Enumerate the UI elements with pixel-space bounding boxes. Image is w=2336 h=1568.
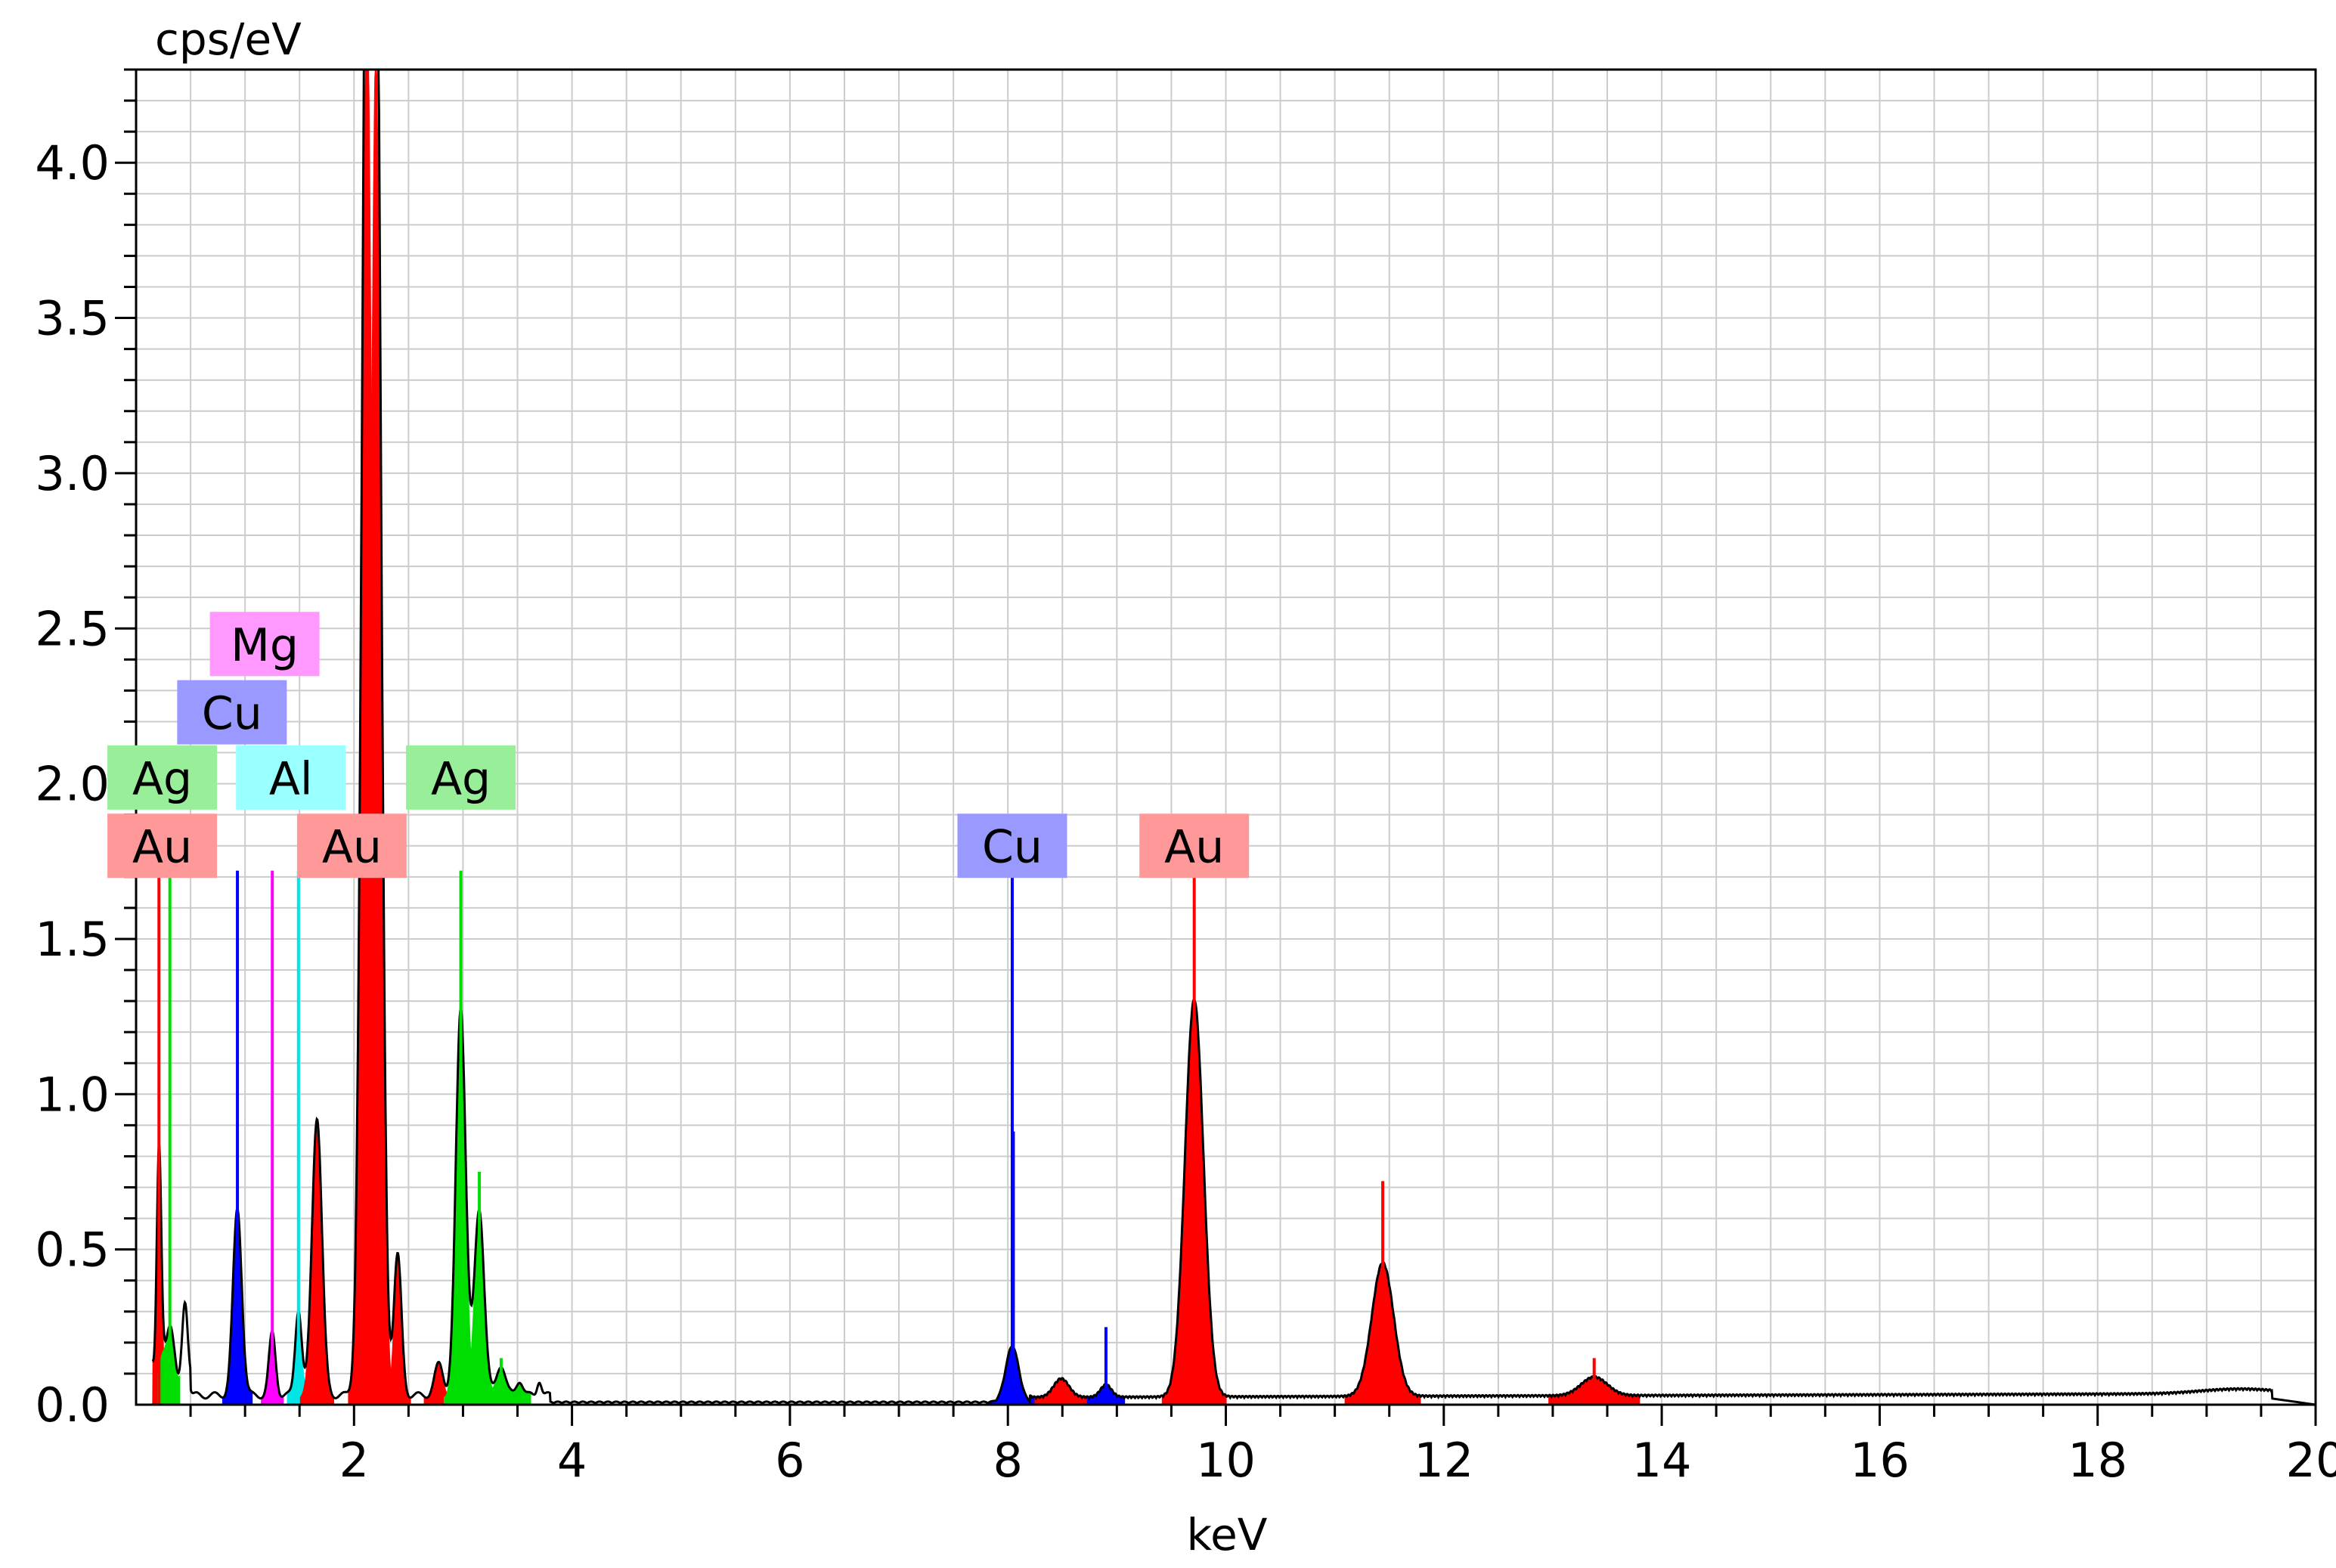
x-tick-label: 20 bbox=[2286, 1433, 2336, 1488]
element-label-text: Ag bbox=[431, 752, 491, 805]
element-label-au: Au bbox=[1139, 813, 1250, 879]
peak-fill-au bbox=[356, 70, 395, 1405]
peak-fill-ag bbox=[508, 1383, 531, 1405]
element-label-au: Au bbox=[107, 813, 218, 879]
peak-fill-au bbox=[1034, 1377, 1089, 1405]
grid bbox=[136, 70, 2316, 1405]
spectrum-series bbox=[151, 68, 2316, 1406]
x-tick-label: 8 bbox=[993, 1433, 1022, 1488]
y-axis-title: cps/eV bbox=[155, 14, 302, 65]
element-label-box bbox=[1139, 813, 1250, 879]
x-tick-label: 4 bbox=[557, 1433, 587, 1488]
element-label-text: Au bbox=[1164, 821, 1224, 874]
y-tick-label: 2.0 bbox=[35, 757, 110, 812]
x-tick-label: 10 bbox=[1196, 1433, 1256, 1488]
element-label-box bbox=[296, 813, 407, 879]
y-tick-label: 2.5 bbox=[35, 601, 110, 656]
y-tick-label: 3.0 bbox=[35, 446, 110, 501]
element-label-box bbox=[209, 612, 320, 677]
y-tick-label: 1.0 bbox=[35, 1067, 110, 1122]
axes: 2 4 6 8 10 12 14 16 18 20 0.0 0.5 1.0 1.5 2.0 2.5 3.0 3.5… bbox=[35, 68, 2336, 1488]
x-tick-label: 16 bbox=[1850, 1433, 1910, 1488]
element-label-mg: Mg bbox=[209, 612, 320, 677]
element-label-text: Al bbox=[269, 752, 313, 805]
element-label-text: Cu bbox=[202, 687, 262, 740]
element-label-text: Ag bbox=[132, 752, 192, 805]
x-tick-label: 14 bbox=[1632, 1433, 1692, 1488]
element-label-box bbox=[957, 813, 1067, 879]
x-tick-label: 6 bbox=[775, 1433, 804, 1488]
element-label-box bbox=[107, 745, 218, 810]
element-label-ag: Ag bbox=[107, 745, 218, 810]
x-tick-label: 2 bbox=[339, 1433, 369, 1488]
y-tick-label: 3.5 bbox=[35, 291, 110, 346]
element-label-text: Mg bbox=[231, 619, 299, 672]
y-tick-label: 0.0 bbox=[35, 1377, 110, 1433]
element-label-box bbox=[107, 813, 218, 879]
element-label-cu: Cu bbox=[957, 813, 1067, 879]
y-tick-label: 1.5 bbox=[35, 912, 110, 967]
x-tick-label: 12 bbox=[1414, 1433, 1473, 1488]
y-tick-label: 4.0 bbox=[35, 135, 110, 191]
spectrum-line bbox=[151, 68, 2316, 1406]
element-label-box bbox=[177, 680, 287, 745]
x-tick-label: 18 bbox=[2068, 1433, 2127, 1488]
element-label-cu: Cu bbox=[177, 680, 287, 745]
x-axis-title: keV bbox=[1187, 1509, 1268, 1560]
element-label-text: Cu bbox=[982, 821, 1043, 874]
element-label-au: Au bbox=[296, 813, 407, 879]
element-marker-lines bbox=[157, 870, 1596, 1405]
element-label-text: Au bbox=[322, 821, 382, 874]
element-label-box bbox=[236, 745, 346, 810]
element-label-ag: Ag bbox=[406, 745, 516, 810]
element-label-al: Al bbox=[236, 745, 346, 810]
y-tick-label: 0.5 bbox=[35, 1222, 110, 1278]
element-label-box bbox=[406, 745, 516, 810]
element-label-text: Au bbox=[132, 821, 192, 874]
peak-fill-au bbox=[348, 70, 386, 1405]
